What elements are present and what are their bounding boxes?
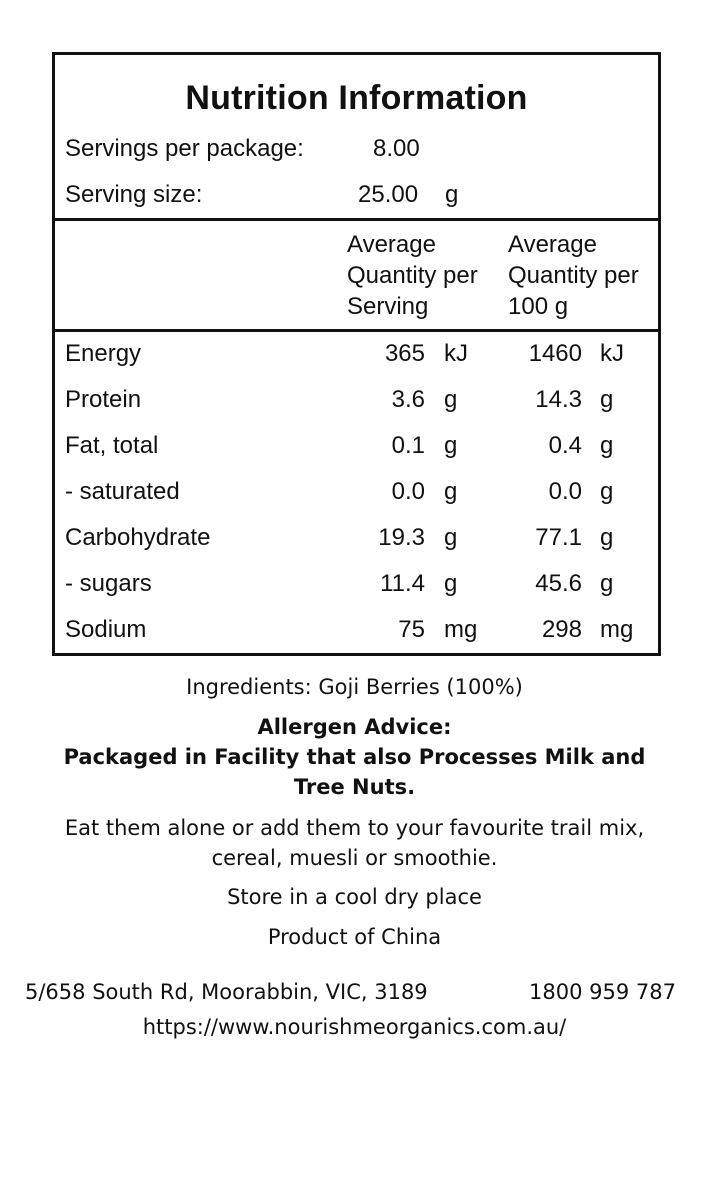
per-serving-unit: g [444, 386, 458, 413]
per-100g-unit: kJ [600, 340, 624, 367]
column-header-per-100g: Average Quantity per 100 g [508, 229, 639, 322]
serving-size-value: 25.00 [358, 181, 419, 208]
column-header-line: 100 g [508, 293, 569, 320]
servings-per-package-label: Servings per package: [65, 135, 304, 162]
nutrient-name: - saturated [65, 478, 180, 505]
nutrient-row-carbohydrate: Carbohydrate 19.3 g 77.1 g [55, 524, 658, 570]
nutrient-row-fat-total: Fat, total 0.1 g 0.4 g [55, 432, 658, 478]
per-serving-unit: g [444, 570, 458, 597]
allergen-line: Tree Nuts. [293, 775, 416, 799]
allergen-line: Packaged in Facility that also Processes… [63, 745, 646, 769]
per-serving-unit: g [444, 432, 458, 459]
per-serving-value: 365 [384, 340, 425, 367]
allergen-heading: Allergen Advice: [257, 715, 452, 739]
per-serving-unit: g [444, 478, 458, 505]
column-header-per-serving: Average Quantity per Serving [347, 229, 478, 322]
usage-line: cereal, muesli or smoothie. [211, 846, 498, 870]
per-100g-value: 14.3 [535, 386, 582, 413]
servings-per-package-value: 8.00 [373, 135, 420, 162]
nutrient-name: Protein [65, 386, 142, 413]
nutrient-row-protein: Protein 3.6 g 14.3 g [55, 386, 658, 432]
divider [55, 329, 658, 332]
column-header-line: Average [347, 231, 436, 258]
usage-line: Eat them alone or add them to your favou… [64, 816, 645, 840]
serving-size-label: Serving size: [65, 181, 203, 208]
nutrient-name: - sugars [65, 570, 152, 597]
nutrient-name: Fat, total [65, 432, 159, 459]
per-100g-value: 0.0 [548, 478, 582, 505]
column-header-line: Serving [347, 293, 429, 320]
divider [55, 218, 658, 221]
per-100g-unit: g [600, 432, 614, 459]
origin-text: Product of China [267, 925, 442, 949]
per-serving-value: 75 [398, 616, 425, 643]
per-serving-unit: g [444, 524, 458, 551]
nutrient-row-sodium: Sodium 75 mg 298 mg [55, 616, 658, 662]
per-100g-unit: g [600, 570, 614, 597]
nutrient-name: Carbohydrate [65, 524, 211, 551]
serving-size-unit: g [445, 181, 459, 208]
per-serving-value: 0.0 [391, 478, 425, 505]
per-serving-unit: mg [444, 616, 478, 643]
per-100g-unit: g [600, 524, 614, 551]
per-100g-value: 1460 [528, 340, 582, 367]
per-serving-value: 11.4 [380, 570, 425, 597]
company-address: 5/658 South Rd, Moorabbin, VIC, 3189 [25, 980, 428, 1004]
per-100g-value: 77.1 [535, 524, 582, 551]
per-serving-value: 19.3 [378, 524, 425, 551]
company-phone: 1800 959 787 [529, 980, 676, 1004]
nutrient-row-energy: Energy 365 kJ 1460 kJ [55, 340, 658, 386]
panel-title: Nutrition Information [185, 79, 528, 117]
per-serving-value: 0.1 [391, 432, 425, 459]
per-serving-value: 3.6 [391, 386, 425, 413]
per-100g-unit: mg [600, 616, 634, 643]
nutrient-name: Sodium [65, 616, 147, 643]
per-100g-unit: g [600, 386, 614, 413]
nutrition-information-panel: Nutrition Information Servings per packa… [52, 52, 661, 656]
per-100g-value: 298 [541, 616, 582, 643]
ingredients-text: Ingredients: Goji Berries (100%) [186, 675, 523, 699]
per-100g-unit: g [600, 478, 614, 505]
nutrient-row-sugars: - sugars 11.4 g 45.6 g [55, 570, 658, 616]
website-link[interactable]: https://www.nourishmeorganics.com.au/ [142, 1015, 567, 1039]
column-header-line: Average [508, 231, 597, 258]
nutrient-name: Energy [65, 340, 142, 367]
column-header-line: Quantity per [508, 262, 639, 289]
nutrient-row-saturated: - saturated 0.0 g 0.0 g [55, 478, 658, 524]
per-100g-value: 0.4 [548, 432, 582, 459]
per-100g-value: 45.6 [535, 570, 582, 597]
per-serving-unit: kJ [444, 340, 468, 367]
column-header-line: Quantity per [347, 262, 478, 289]
storage-text: Store in a cool dry place [227, 885, 482, 909]
